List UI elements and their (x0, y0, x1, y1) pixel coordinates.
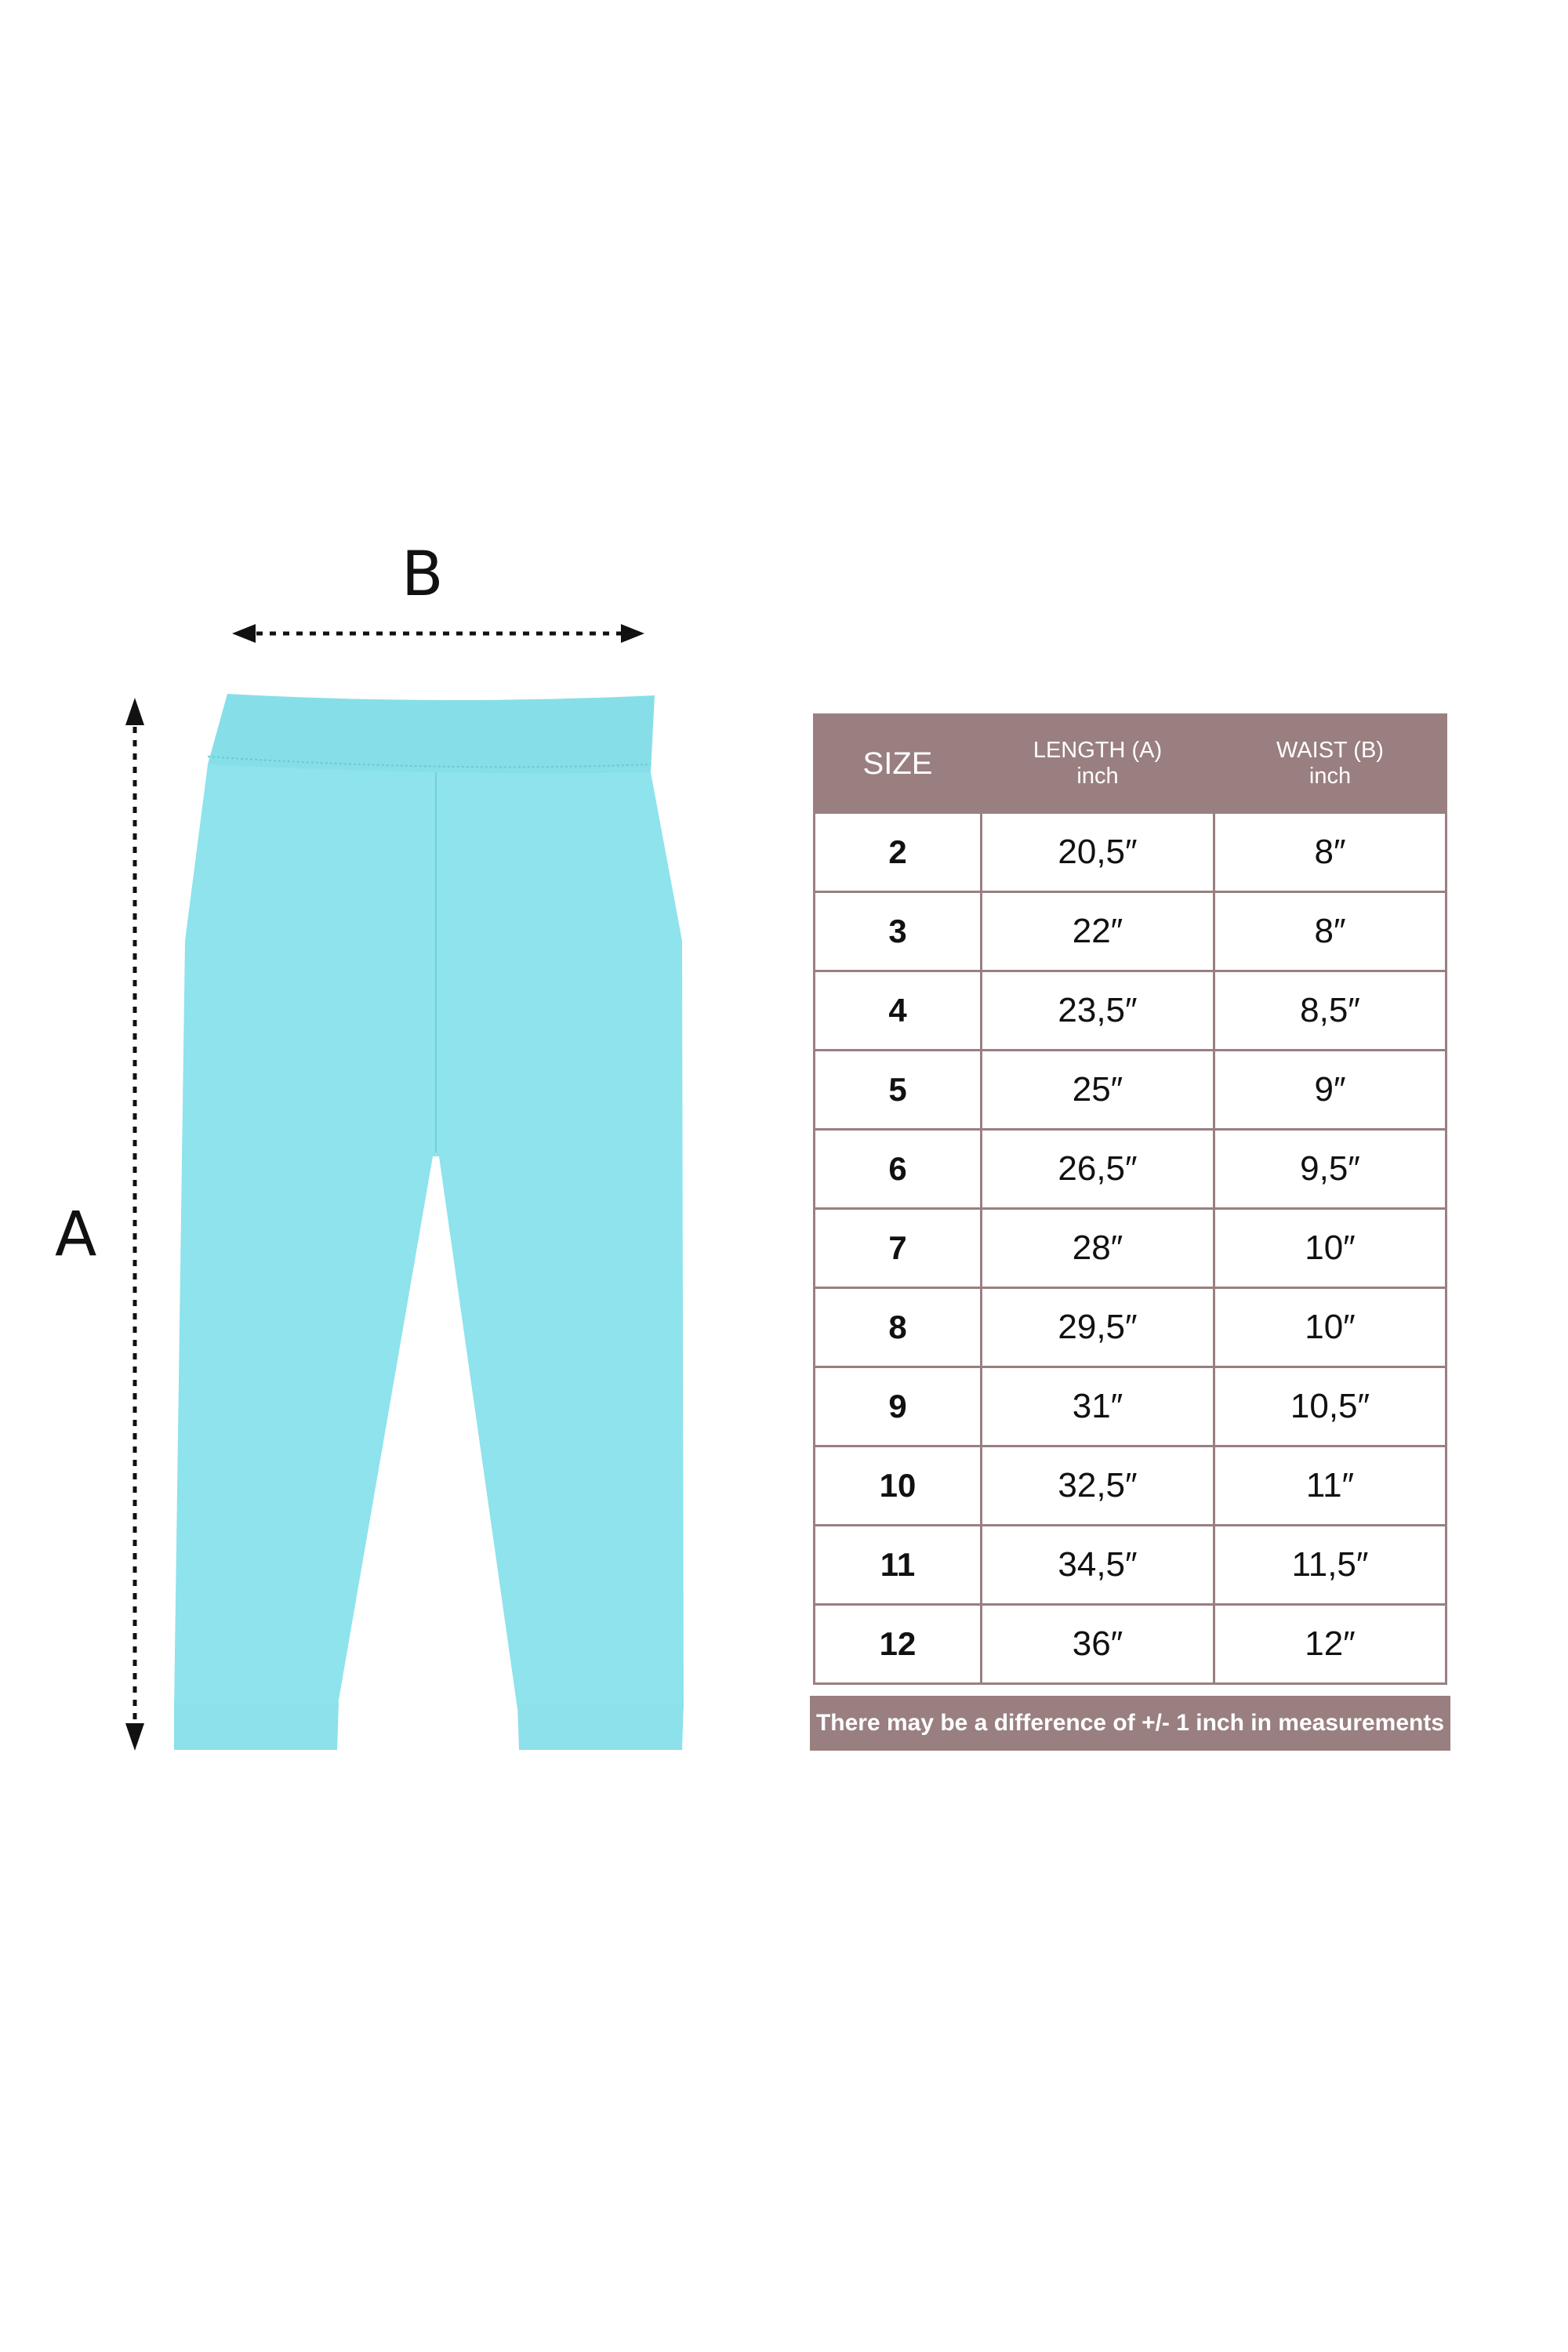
table-row: 6 26,5″ 9,5″ (813, 1128, 1447, 1210)
table-row: 9 31″ 10,5″ (813, 1366, 1447, 1447)
length-cell: 22″ (980, 891, 1215, 972)
length-arrow-a (125, 698, 144, 1751)
measurement-note: There may be a difference of +/- 1 inch … (810, 1696, 1450, 1751)
waist-cell: 8″ (1213, 811, 1447, 893)
table-row: 8 29,5″ 10″ (813, 1287, 1447, 1368)
table-header-row: SIZE LENGTH (A) inch WAIST (B) inch (813, 713, 1447, 814)
header-waist: WAIST (B) inch (1213, 713, 1447, 814)
header-length-label: LENGTH (A) (1033, 737, 1163, 763)
size-cell: 10 (813, 1445, 982, 1526)
header-waist-label: WAIST (B) (1276, 737, 1384, 763)
waist-cell: 11,5″ (1213, 1524, 1447, 1606)
leggings-shape (174, 694, 684, 1750)
size-cell: 8 (813, 1287, 982, 1368)
length-cell: 23,5″ (980, 970, 1215, 1051)
length-cell: 26,5″ (980, 1128, 1215, 1210)
table-row: 7 28″ 10″ (813, 1207, 1447, 1289)
length-cell: 31″ (980, 1366, 1215, 1447)
waist-cell: 12″ (1213, 1603, 1447, 1685)
size-cell: 7 (813, 1207, 982, 1289)
size-cell: 4 (813, 970, 982, 1051)
size-cell: 5 (813, 1049, 982, 1131)
header-length: LENGTH (A) inch (980, 713, 1215, 814)
size-cell: 6 (813, 1128, 982, 1210)
waist-cell: 10″ (1213, 1207, 1447, 1289)
label-b: B (401, 539, 444, 610)
label-a: A (55, 1200, 97, 1270)
waist-cell: 9,5″ (1213, 1128, 1447, 1210)
header-size: SIZE (813, 713, 982, 814)
waist-arrow-b (232, 624, 644, 643)
header-waist-unit: inch (1308, 764, 1352, 789)
waist-cell: 10″ (1213, 1287, 1447, 1368)
waist-cell: 8″ (1213, 891, 1447, 972)
table-row: 10 32,5″ 11″ (813, 1445, 1447, 1526)
header-length-unit: inch (1076, 764, 1119, 789)
size-cell: 12 (813, 1603, 982, 1685)
size-cell: 2 (813, 811, 982, 893)
length-cell: 20,5″ (980, 811, 1215, 893)
size-cell: 3 (813, 891, 982, 972)
waist-cell: 9″ (1213, 1049, 1447, 1131)
table-row: 11 34,5″ 11,5″ (813, 1524, 1447, 1606)
length-cell: 28″ (980, 1207, 1215, 1289)
table-row: 12 36″ 12″ (813, 1603, 1447, 1685)
table-row: 4 23,5″ 8,5″ (813, 970, 1447, 1051)
table-row: 5 25″ 9″ (813, 1049, 1447, 1131)
length-cell: 25″ (980, 1049, 1215, 1131)
waist-cell: 11″ (1213, 1445, 1447, 1526)
size-chart-table: SIZE LENGTH (A) inch WAIST (B) inch 2 20,5″… (813, 713, 1447, 1685)
length-cell: 36″ (980, 1603, 1215, 1685)
size-cell: 11 (813, 1524, 982, 1606)
length-cell: 29,5″ (980, 1287, 1215, 1368)
size-cell: 9 (813, 1366, 982, 1447)
waist-cell: 8,5″ (1213, 970, 1447, 1051)
length-cell: 32,5″ (980, 1445, 1215, 1526)
table-row: 3 22″ 8″ (813, 891, 1447, 972)
waist-cell: 10,5″ (1213, 1366, 1447, 1447)
table-row: 2 20,5″ 8″ (813, 811, 1447, 893)
length-cell: 34,5″ (980, 1524, 1215, 1606)
